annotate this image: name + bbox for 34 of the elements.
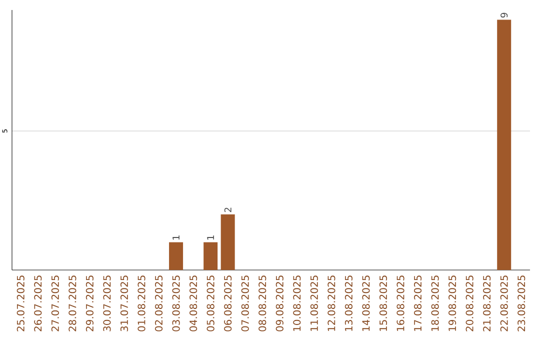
x-tick-label: 07.08.2025	[241, 276, 249, 332]
x-tick-label: 25.07.2025	[16, 276, 24, 332]
x-tick-label: 08.08.2025	[258, 276, 266, 332]
x-tick-label: 30.07.2025	[103, 276, 111, 332]
x-tick-label: 15.08.2025	[379, 276, 388, 331]
data-label: 1	[172, 236, 180, 240]
x-tick-label: 31.07.2025	[120, 276, 128, 332]
x-tick-label: 12.08.2025	[328, 276, 336, 331]
x-tick-label: 29.07.2025	[86, 276, 94, 332]
x-tick-label: 26.07.2025	[34, 276, 42, 332]
data-label: 2	[224, 208, 232, 212]
x-tick-label: 02.08.2025	[154, 276, 163, 332]
x-tick-label: 14.08.2025	[362, 276, 370, 331]
data-label: 9	[500, 12, 508, 18]
x-tick-label: 27.07.2025	[51, 276, 59, 332]
x-tick-label: 01.08.2025	[138, 276, 146, 332]
x-tick-label: 10.08.2025	[293, 276, 301, 331]
x-tick-label: 28.07.2025	[68, 276, 76, 332]
x-tick-label: 17.08.2025	[414, 276, 422, 331]
x-tick-label: 16.08.2025	[396, 276, 404, 331]
x-tick-label: 03.08.2025	[172, 276, 180, 332]
x-tick-label: 19.08.2025	[448, 276, 456, 331]
x-tick-label: 04.08.2025	[190, 276, 198, 332]
x-tick-label: 06.08.2025	[224, 276, 232, 332]
x-tick-label: 22.08.2025	[500, 276, 508, 332]
x-tick-label: 23.08.2025	[518, 276, 526, 332]
data-label: 1	[207, 236, 214, 240]
x-tick-label: 05.08.2025	[206, 276, 214, 332]
x-tick-label: 18.08.2025	[431, 276, 439, 331]
x-tick-label: 09.08.2025	[276, 276, 284, 332]
x-tick-label: 13.08.2025	[344, 276, 352, 331]
x-tick-label: 11.08.2025	[310, 276, 318, 331]
x-tick-label: 21.08.2025	[483, 276, 491, 332]
x-tick-label: 20.08.2025	[466, 276, 474, 332]
